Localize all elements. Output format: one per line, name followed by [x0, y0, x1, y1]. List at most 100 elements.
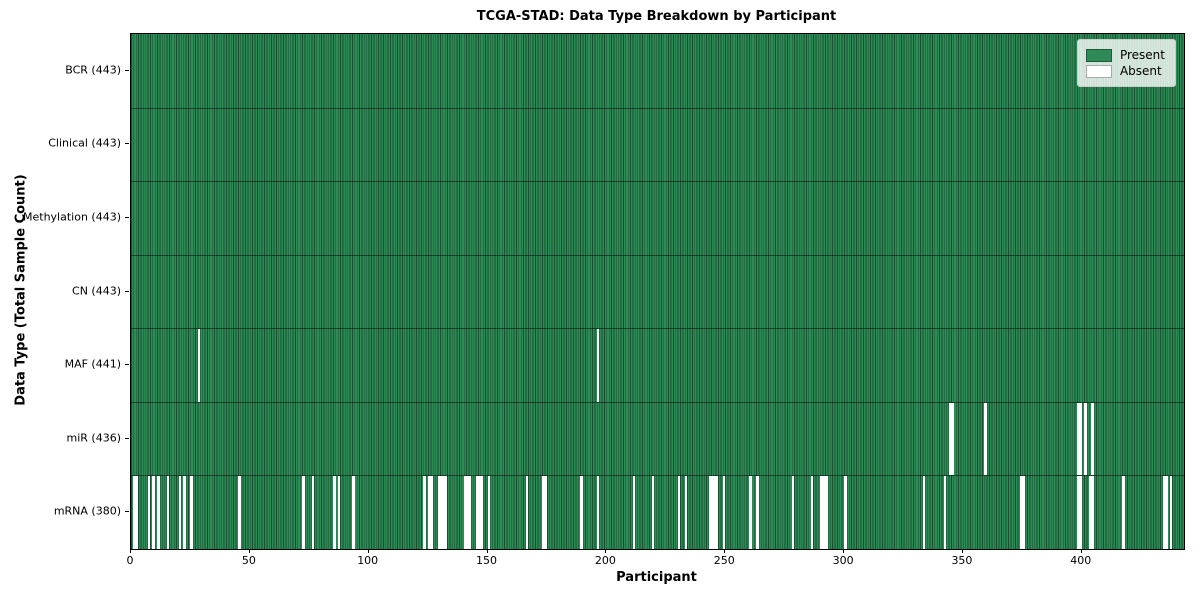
absent-mark — [1162, 476, 1166, 549]
x-tick-label: 350 — [951, 554, 973, 567]
absent-mark — [475, 476, 479, 549]
absent-mark — [352, 476, 355, 549]
absent-mark — [1022, 476, 1025, 549]
absent-mark — [684, 476, 688, 549]
absent-mark — [437, 476, 441, 549]
absent-mark — [1084, 402, 1087, 476]
row-Methylation — [131, 181, 1184, 255]
y-tick-label: Methylation (443) — [23, 210, 121, 224]
absent-mark — [677, 476, 681, 549]
absent-mark — [178, 476, 182, 549]
x-tick-label: 50 — [241, 554, 256, 567]
absent-mark — [1091, 476, 1094, 549]
absent-mark — [133, 476, 136, 549]
absent-mark — [651, 476, 655, 549]
plot-area: Present Absent — [130, 33, 1185, 550]
absent-mark — [844, 476, 847, 549]
absent-mark — [190, 476, 193, 549]
absent-mark — [463, 476, 467, 549]
y-tick-mark — [125, 364, 129, 366]
x-tick-label: 150 — [476, 554, 498, 567]
absent-mark — [1079, 476, 1082, 549]
legend-entry-absent: Absent — [1085, 64, 1165, 78]
x-tick-label: 400 — [1070, 554, 1092, 567]
absent-mark — [713, 476, 716, 549]
x-tick-mark — [843, 549, 845, 553]
absent-mark — [1079, 402, 1082, 476]
legend-entry-present: Present — [1085, 48, 1165, 62]
y-tick-label: CN (443) — [72, 284, 121, 297]
absent-mark — [430, 476, 434, 549]
absent-mark — [197, 329, 201, 402]
x-tick-mark — [130, 549, 131, 553]
absent-mark — [466, 476, 469, 549]
absent-mark — [822, 476, 826, 549]
x-tick-mark — [486, 549, 488, 553]
absent-mark — [1169, 476, 1173, 549]
x-tick-mark — [367, 549, 369, 553]
absent-mark — [710, 476, 714, 549]
legend-label: Present — [1119, 48, 1165, 62]
absent-mark — [487, 476, 491, 549]
absent-mark — [428, 476, 431, 549]
absent-mark — [1077, 476, 1080, 549]
y-tick-label: miR (436) — [66, 431, 122, 445]
legend: Present Absent — [1076, 39, 1176, 87]
absent-mark — [922, 476, 926, 549]
x-tick-label: 300 — [832, 554, 854, 567]
x-tick-mark — [961, 549, 963, 553]
absent-mark — [948, 402, 952, 476]
absent-mark — [756, 476, 759, 549]
legend-label: Absent — [1119, 64, 1162, 78]
absent-mark — [183, 476, 186, 549]
absent-mark — [791, 476, 795, 549]
x-axis-label: Participant — [616, 570, 697, 585]
row-mRNA — [131, 475, 1184, 549]
y-tick-label: mRNA (380) — [53, 504, 121, 518]
y-tick-mark — [125, 69, 129, 71]
absent-mark — [544, 476, 548, 549]
x-tick-mark — [1080, 549, 1082, 553]
y-tick-mark — [125, 216, 129, 218]
absent-mark — [147, 476, 151, 549]
heatmap-rows — [131, 34, 1184, 549]
y-tick-mark — [125, 290, 129, 292]
absent-mark — [442, 476, 445, 549]
absent-mark — [820, 476, 823, 549]
x-tick-label: 0 — [126, 554, 134, 567]
row-BCR — [131, 34, 1184, 108]
absent-mark — [311, 476, 315, 549]
y-tick-mark — [125, 511, 129, 513]
absent-mark — [943, 476, 947, 549]
y-tick-label: Clinical (443) — [48, 136, 121, 150]
absent-mark — [984, 402, 987, 476]
absent-mark — [135, 476, 139, 549]
row-CN — [131, 254, 1184, 329]
absent-mark — [596, 329, 600, 402]
absent-mark — [632, 476, 636, 549]
x-tick-label: 100 — [357, 554, 379, 567]
absent-mark — [478, 476, 481, 549]
absent-mark — [542, 476, 545, 549]
absent-mark — [1091, 402, 1094, 476]
absent-mark — [166, 476, 170, 549]
absent-mark — [152, 476, 155, 549]
row-miR — [131, 401, 1184, 476]
row-MAF — [131, 328, 1184, 402]
chart-title: TCGA-STAD: Data Type Breakdown by Partic… — [476, 9, 837, 24]
absent-mark — [468, 476, 472, 549]
x-tick-mark — [248, 549, 250, 553]
absent-mark — [708, 476, 712, 549]
absent-mark — [825, 476, 828, 549]
absent-mark — [423, 476, 426, 549]
absent-mark — [722, 476, 726, 549]
absent-mark — [596, 476, 600, 549]
legend-swatch-present — [1085, 48, 1112, 62]
y-tick-label: BCR (443) — [65, 63, 121, 77]
absent-mark — [749, 476, 752, 549]
absent-mark — [1077, 402, 1080, 476]
y-tick-mark — [125, 143, 129, 145]
row-Clinical — [131, 107, 1184, 182]
x-tick-label: 250 — [713, 554, 735, 567]
